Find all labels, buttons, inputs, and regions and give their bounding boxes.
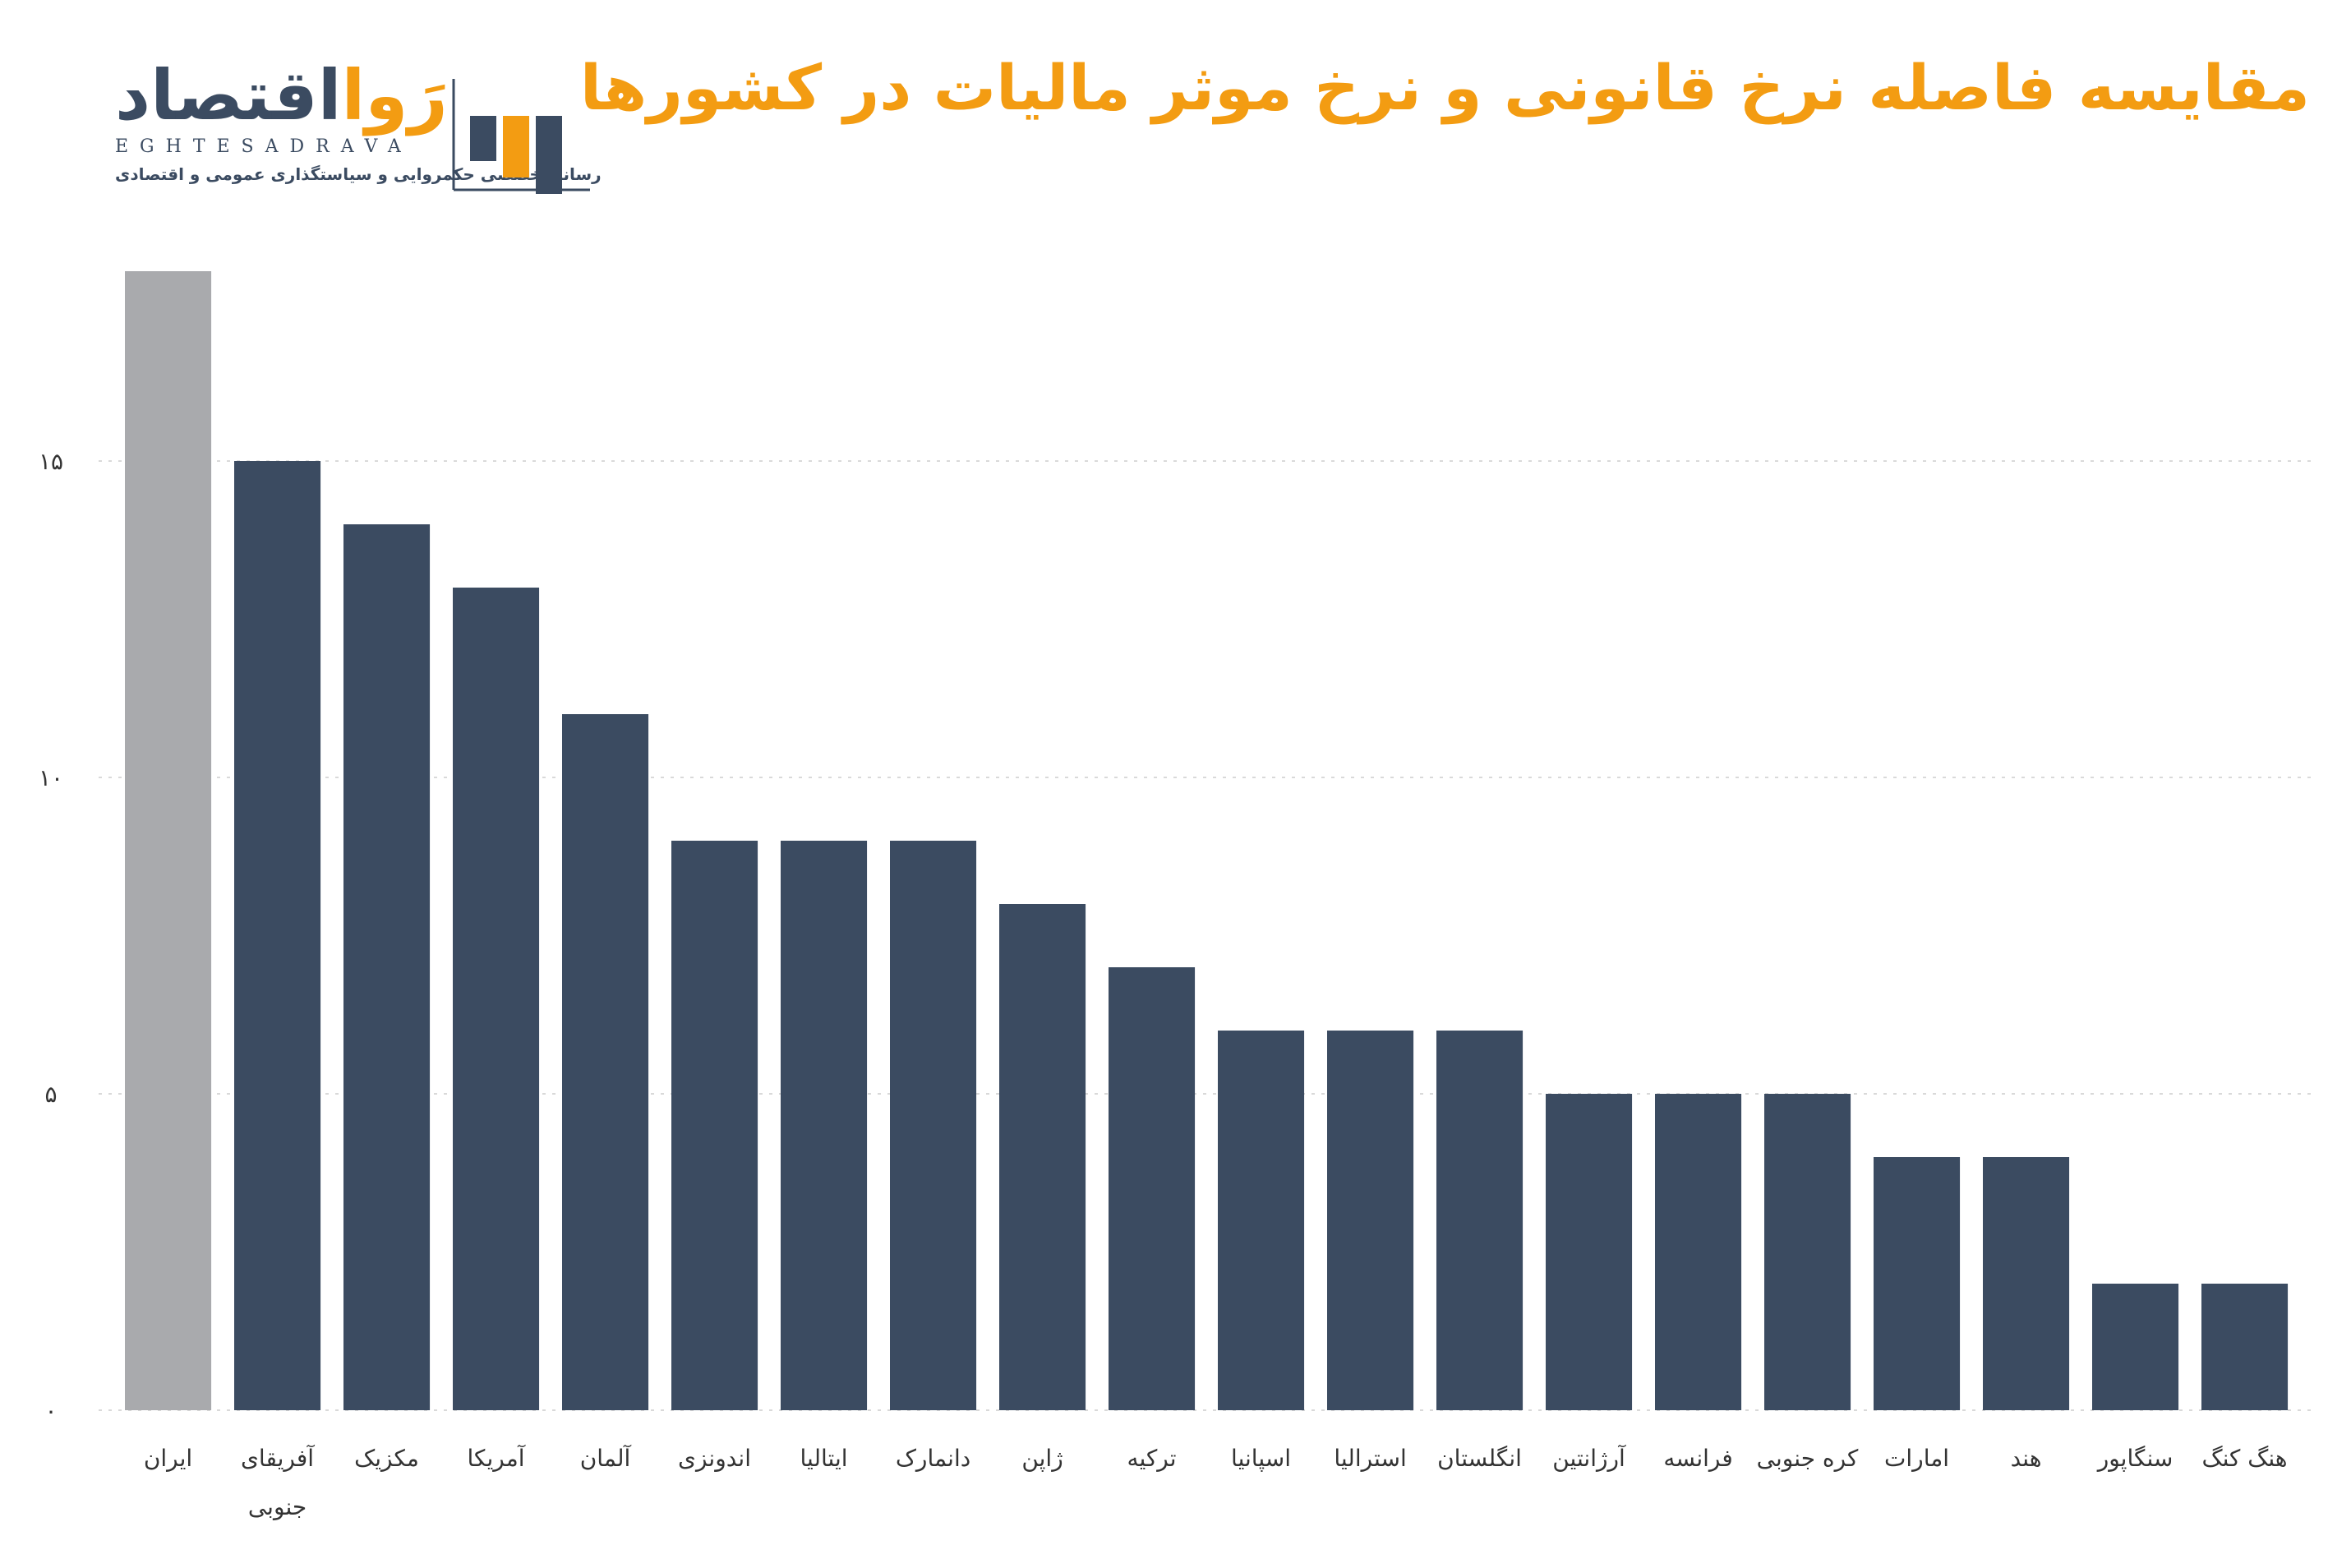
x-tick-label: ژاپن [1021, 1445, 1063, 1472]
x-tick-label: ایتالیا [800, 1445, 847, 1472]
x-tick-label: انگلستان [1437, 1445, 1522, 1472]
bar [1764, 1094, 1851, 1410]
bar [1874, 1157, 1961, 1410]
x-tick-label: استرالیا [1334, 1445, 1406, 1472]
x-tick-label: مکزیک [354, 1445, 419, 1472]
bar [562, 714, 649, 1410]
brand-mark-icon [452, 79, 590, 194]
bar [1327, 1031, 1414, 1410]
x-tick-label: آلمان [580, 1445, 632, 1472]
bar [2092, 1284, 2179, 1410]
x-tick-label: جنوبی [248, 1493, 307, 1520]
bar [1109, 967, 1196, 1410]
x-tick-label: ایران [144, 1445, 192, 1472]
x-tick-label: آرژانتین [1552, 1445, 1626, 1472]
brand-name-accent: رَوا [341, 55, 448, 136]
brand-name-main: اقتصاد [115, 55, 342, 136]
x-tick-label: دانمارک [896, 1445, 970, 1472]
bar [2201, 1284, 2289, 1410]
y-tick-label: ۰ [44, 1397, 57, 1424]
bar [234, 461, 321, 1410]
brand-logo: رَوااقتصاد EGHTESADRAVA رسانه تخصصی حکمر… [107, 54, 602, 194]
bar [1983, 1157, 2070, 1410]
x-tick-label: هند [2011, 1445, 2042, 1472]
chart-title: مقایسه فاصله نرخ قانونی و نرخ موثر مالیا… [579, 51, 2310, 124]
bar [1436, 1031, 1524, 1410]
x-tick-label: امارات [1884, 1445, 1949, 1472]
bar [343, 524, 431, 1410]
brand-name-en: EGHTESADRAVA [115, 136, 413, 157]
bar [781, 841, 868, 1410]
y-tick-label: ۱۰ [39, 764, 63, 791]
x-tick-label: اسپانیا [1231, 1445, 1291, 1472]
y-tick-label: ۱۵ [39, 448, 63, 475]
x-tick-label: فرانسه [1663, 1445, 1732, 1472]
bar [125, 271, 212, 1410]
x-tick-label: اندونزی [678, 1445, 751, 1472]
bar [890, 841, 977, 1410]
bar [1546, 1094, 1633, 1410]
x-tick-label: هنگ کنگ [2202, 1445, 2288, 1472]
bar [999, 904, 1086, 1410]
brand-name-fa: رَوااقتصاد [115, 54, 448, 136]
x-tick-label: کره جنوبی [1757, 1445, 1859, 1472]
bar [671, 841, 758, 1410]
x-tick-label: سنگاپور [2096, 1445, 2174, 1472]
bar [1218, 1031, 1305, 1410]
x-tick-label: آمریکا [468, 1445, 526, 1472]
x-tick-label: آفریقای [241, 1445, 315, 1472]
bar [1655, 1094, 1742, 1410]
x-tick-label: ترکیه [1127, 1445, 1177, 1472]
y-tick-label: ۵ [44, 1081, 57, 1108]
bar [453, 588, 540, 1410]
